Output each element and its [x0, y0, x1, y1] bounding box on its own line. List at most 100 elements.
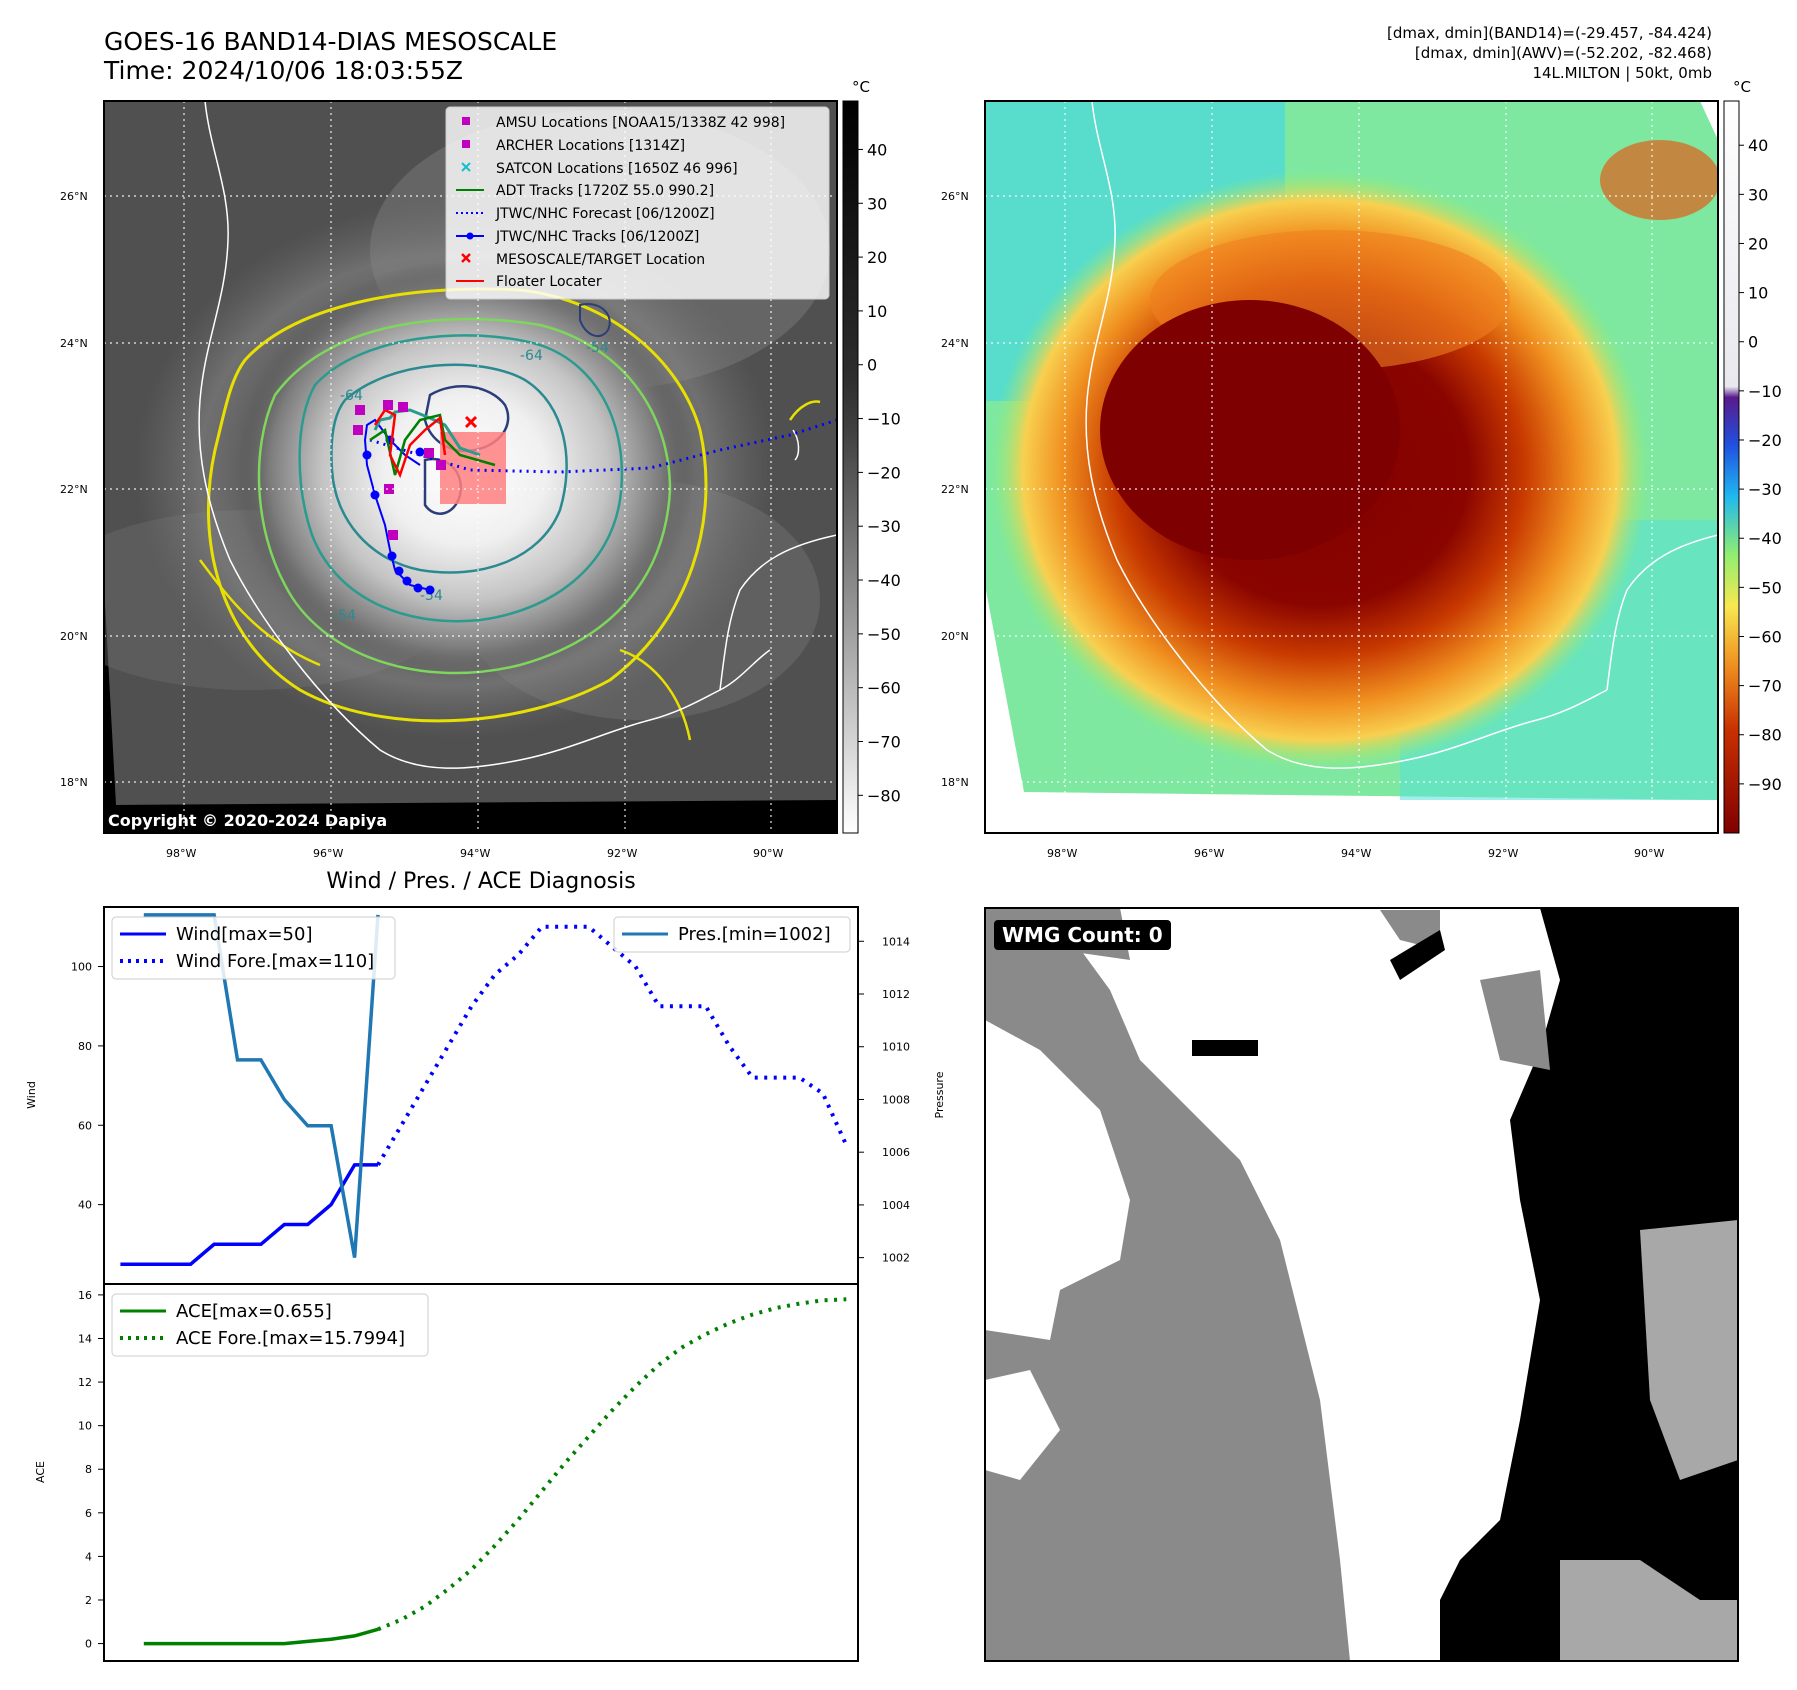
ir-colorbar-unit: °C	[852, 78, 870, 96]
contour-label: -64	[520, 348, 543, 364]
series-line-wind	[120, 1163, 378, 1266]
y-tick-label: 14	[78, 1332, 92, 1345]
ir-colorbar-tick: −40	[867, 571, 901, 590]
y-tick-label: 16	[78, 1289, 92, 1302]
series-line-ace-fore	[377, 1297, 847, 1632]
y-tick-label: 6	[85, 1507, 92, 1520]
awv-colorbar-tick: −60	[1748, 627, 1782, 646]
lat-label: 22°N	[941, 483, 969, 496]
legend-adt: ADT Tracks [1720Z 55.0 990.2]	[496, 183, 714, 199]
legend-wind: Wind[max=50]	[176, 924, 313, 945]
pressure-legend: Pres.[min=1002]	[613, 916, 851, 953]
y-tick-label: 8	[85, 1463, 92, 1476]
ir-colorbar-tick: 0	[867, 356, 877, 375]
ir-colorbar-tick: −60	[867, 679, 901, 698]
info-storm-intensity: 14L.MILTON | 50kt, 0mb	[1532, 64, 1712, 82]
awv-colorbar-tick: 0	[1748, 333, 1758, 352]
lon-label: 92°W	[607, 847, 637, 860]
lat-label: 18°N	[60, 776, 88, 789]
ace-legend: ACE[max=0.655] ACE Fore.[max=15.7994]	[111, 1293, 429, 1357]
series-line-ace	[143, 1627, 379, 1646]
awv-colorbar-tick: −30	[1748, 480, 1782, 499]
diagnosis-title: Wind / Pres. / ACE Diagnosis	[326, 869, 635, 894]
lat-label: 22°N	[60, 483, 88, 496]
ir-colorbar-tick: −70	[867, 733, 901, 752]
lat-label: 26°N	[941, 190, 969, 203]
y-tick-label: 100	[71, 961, 92, 974]
lat-label: 24°N	[941, 337, 969, 350]
wind-axis-label: Wind	[25, 1081, 38, 1109]
y-tick-label: 40	[78, 1199, 92, 1212]
lon-label: 98°W	[1047, 847, 1077, 860]
ir-colorbar-tick: −80	[867, 786, 901, 805]
ir-colorbar	[842, 100, 859, 834]
ace-chart	[103, 1283, 859, 1662]
awv-colorbar-tick: −50	[1748, 578, 1782, 597]
y-tick-label: 4	[85, 1550, 92, 1563]
legend-archer: ARCHER Locations [1314Z]	[496, 138, 685, 154]
ir-colorbar-tick: 30	[867, 194, 887, 213]
figure-time: Time: 2024/10/06 18:03:55Z	[104, 56, 463, 85]
y-tick-label: 60	[78, 1119, 92, 1132]
copyright-notice: Copyright © 2020-2024 Dapiya	[108, 811, 387, 830]
awv-colorbar-tick: −20	[1748, 431, 1782, 450]
awv-colorbar-tick: 10	[1748, 284, 1768, 303]
awv-panel: °C 403020100−10−20−30−40−50−60−70−80−90 …	[941, 78, 1782, 860]
ir-colorbar-tick: −30	[867, 517, 901, 536]
awv-colorbar	[1723, 100, 1740, 834]
y2-tick-label: 1002	[882, 1252, 910, 1265]
ace-axis-label: ACE	[34, 1461, 47, 1483]
lon-label: 90°W	[753, 847, 783, 860]
lon-label: 96°W	[1194, 847, 1224, 860]
legend-pressure: Pres.[min=1002]	[678, 924, 831, 945]
series-line-pres	[143, 913, 380, 1258]
y2-tick-label: 1012	[882, 988, 910, 1001]
awv-colorbar-tick: −70	[1748, 677, 1782, 696]
ir-colorbar-tick: −10	[867, 410, 901, 429]
legend-wind-fore: Wind Fore.[max=110]	[176, 951, 374, 972]
series-line-wind-fore	[376, 924, 849, 1166]
wind-legend: Wind[max=50] Wind Fore.[max=110]	[111, 916, 396, 980]
y2-tick-label: 1010	[882, 1041, 910, 1054]
y-tick-label: 80	[78, 1040, 92, 1053]
ir-colorbar-tick: −20	[867, 463, 901, 482]
lat-label: 24°N	[60, 337, 88, 350]
lat-label: 20°N	[941, 630, 969, 643]
legend-floater: Floater Locater	[496, 274, 602, 290]
lon-label: 96°W	[313, 847, 343, 860]
lat-label: 20°N	[60, 630, 88, 643]
awv-colorbar-tick: 30	[1748, 185, 1768, 204]
ir-legend: AMSU Locations [NOAA15/1338Z 42 998] ARC…	[445, 106, 830, 300]
legend-satcon: SATCON Locations [1650Z 46 996]	[496, 161, 738, 177]
info-awv-range: [dmax, dmin](AWV)=(-52.202, -82.468)	[1414, 44, 1712, 62]
ir-colorbar-tick: −50	[867, 625, 901, 644]
awv-colorbar-tick: −10	[1748, 382, 1782, 401]
contour-label: -54	[333, 608, 356, 624]
lon-label: 92°W	[1488, 847, 1518, 860]
legend-forecast: JTWC/NHC Forecast [06/1200Z]	[495, 206, 715, 222]
y-tick-label: 12	[78, 1376, 92, 1389]
y2-tick-label: 1004	[882, 1199, 910, 1212]
y-tick-label: 2	[85, 1594, 92, 1607]
legend-archer-icon	[462, 140, 470, 148]
wmg-panel	[985, 908, 1738, 1661]
legend-amsu: AMSU Locations [NOAA15/1338Z 42 998]	[496, 115, 785, 131]
contour-label: -64	[340, 388, 363, 404]
legend-target-icon	[461, 253, 471, 263]
y2-tick-label: 1006	[882, 1146, 910, 1159]
y-tick-label: 0	[85, 1638, 92, 1651]
ir-colorbar-tick: 10	[867, 302, 887, 321]
legend-ace-fore: ACE Fore.[max=15.7994]	[176, 1328, 405, 1349]
ir-colorbar-tick: 20	[867, 248, 887, 267]
contour-label: -54	[586, 340, 609, 356]
awv-colorbar-tick: −90	[1748, 775, 1782, 794]
awv-colorbar-tick: −80	[1748, 726, 1782, 745]
figure-title: GOES-16 BAND14-DIAS MESOSCALE	[104, 27, 558, 56]
lat-label: 18°N	[941, 776, 969, 789]
lon-label: 94°W	[460, 847, 490, 860]
legend-target: MESOSCALE/TARGET Location	[496, 252, 705, 268]
awv-colorbar-tick: 40	[1748, 136, 1768, 155]
awv-colorbar-unit: °C	[1733, 78, 1751, 96]
